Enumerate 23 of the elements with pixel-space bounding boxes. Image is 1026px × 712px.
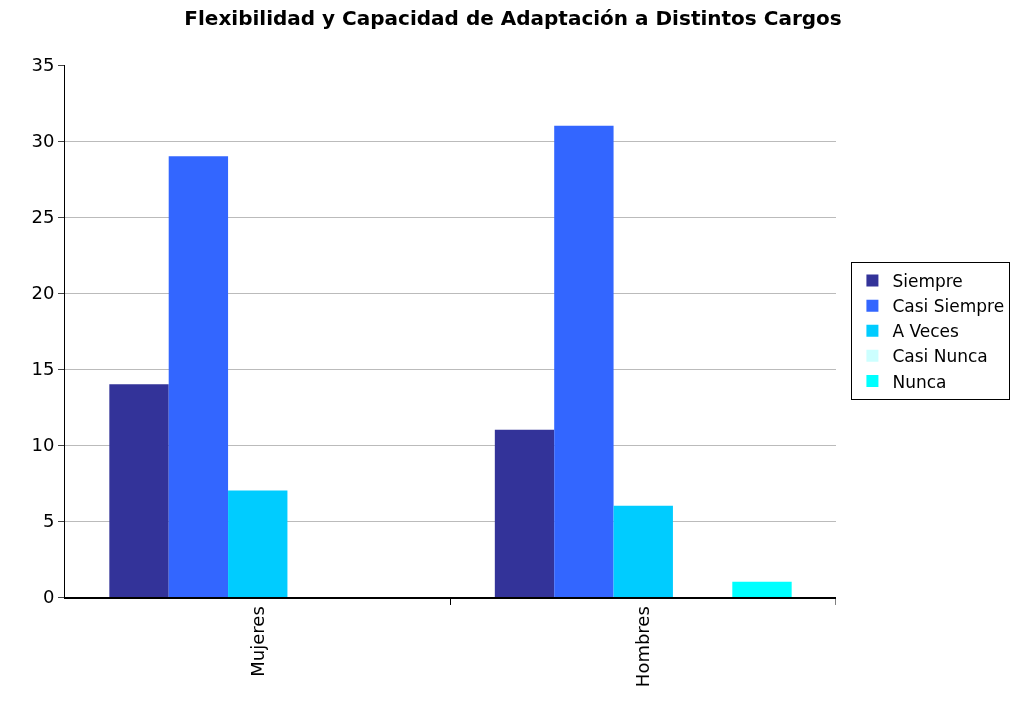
- chart-title: Flexibilidad y Capacidad de Adaptación a Distintos Cargos: [184, 5, 842, 30]
- y-tick-label: 5: [42, 510, 55, 532]
- x-tick-label: Mujeres: [246, 606, 268, 677]
- legend-label: Nunca: [892, 371, 947, 392]
- bar: [732, 581, 792, 597]
- bar: [613, 505, 673, 597]
- y-tick-label: 15: [31, 358, 55, 380]
- legend-label: Casi Nunca: [892, 346, 988, 367]
- bar: [168, 156, 229, 597]
- bar: [494, 429, 555, 597]
- y-tick-label: 20: [31, 282, 55, 304]
- bar: [228, 490, 288, 597]
- y-tick-label: 30: [31, 130, 55, 152]
- legend-label: A Veces: [892, 321, 960, 342]
- legend-label: Siempre: [892, 271, 963, 292]
- y-tick-label: 10: [31, 434, 55, 456]
- x-tick-label: Hombres: [632, 606, 654, 688]
- bar: [554, 125, 614, 597]
- bar: [109, 384, 169, 597]
- legend-label: Casi Siempre: [892, 296, 1005, 317]
- y-tick-label: 25: [31, 206, 55, 228]
- y-tick-label: 35: [31, 54, 55, 76]
- y-tick-label: 0: [42, 586, 55, 608]
